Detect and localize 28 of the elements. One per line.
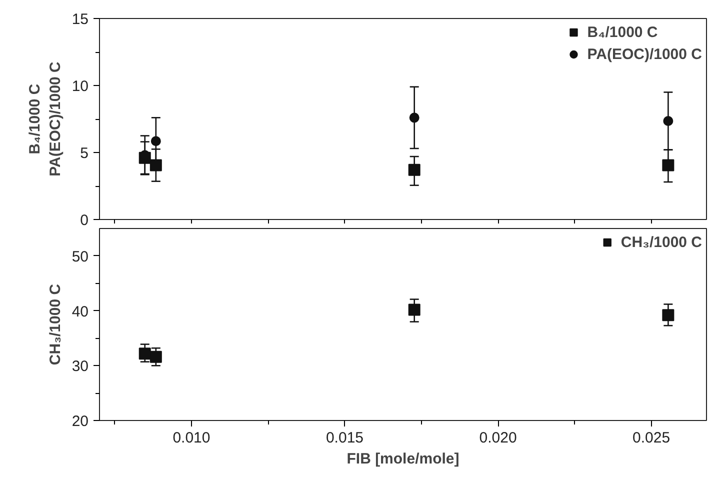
point	[150, 159, 162, 172]
legend-label: PA(EOC)/1000 C	[587, 46, 702, 62]
y-tick-label: 40	[72, 303, 89, 320]
point	[408, 164, 420, 176]
point	[663, 116, 674, 126]
y-tick-label: 20	[72, 413, 89, 430]
x-axis-title: FIB [mole/mole]	[346, 450, 460, 468]
x-tick-label: 0.025	[632, 430, 670, 446]
point	[662, 159, 674, 172]
point	[408, 304, 420, 316]
y-axis-title: CH₃/1000 C	[46, 284, 64, 366]
point	[150, 136, 161, 146]
point	[150, 350, 162, 363]
y-tick-label: 15	[72, 11, 89, 28]
y-tick-label: 50	[72, 248, 89, 266]
legend-label: B₄/1000 C	[587, 24, 658, 40]
x-tick-label: 0.020	[479, 430, 517, 446]
y-tick-label: 5	[80, 145, 88, 162]
y-tick-label: 30	[72, 358, 89, 376]
x-tick-label: 0.015	[326, 430, 364, 446]
y-tick-label: 0	[80, 212, 88, 229]
y-axis-title: B₄/1000 C PA(EOC)/1000 C	[26, 61, 64, 176]
x-tick-label: 0.010	[172, 430, 210, 446]
y-tick-label: 10	[72, 78, 89, 95]
point	[662, 309, 674, 322]
point	[409, 112, 420, 123]
point	[138, 348, 151, 360]
legend-label: CH₃/1000 C	[620, 234, 702, 250]
